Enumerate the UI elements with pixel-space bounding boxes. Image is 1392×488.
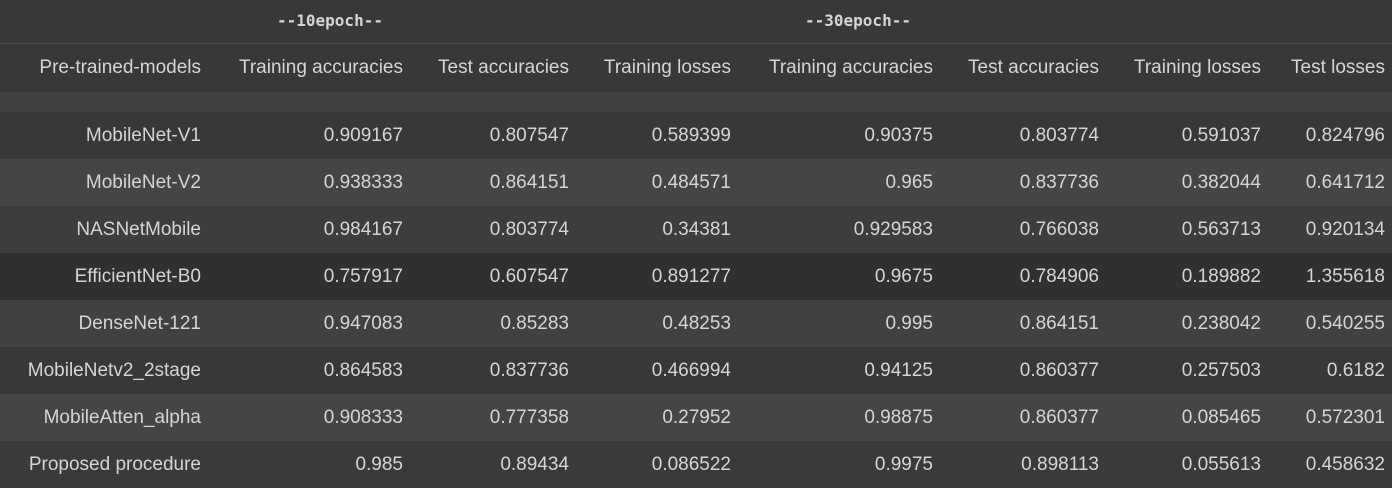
table-cell: 0.898113: [940, 441, 1106, 488]
table-cell: 0.9975: [738, 441, 940, 488]
model-name: MobileNet-V2: [0, 159, 208, 206]
table-cell: 0.85283: [410, 300, 576, 347]
table-cell: 0.938333: [208, 159, 410, 206]
results-table: Pre-trained-models Training accuracies T…: [0, 44, 1392, 488]
table-cell: 0.189882: [1106, 253, 1268, 300]
model-name: DenseNet-121: [0, 300, 208, 347]
epoch-30-label: --30epoch--: [805, 11, 911, 30]
table-row: DenseNet-121 0.947083 0.85283 0.48253 0.…: [0, 300, 1392, 347]
table-cell: 0.085465: [1106, 394, 1268, 441]
table-cell: 0.803774: [940, 112, 1106, 159]
table-row: MobileNet-V1 0.909167 0.807547 0.589399 …: [0, 112, 1392, 159]
table-cell: 0.891277: [576, 253, 738, 300]
table-cell: 0.382044: [1106, 159, 1268, 206]
table-cell: 0.965: [738, 159, 940, 206]
table-cell: 0.803774: [410, 206, 576, 253]
table-cell: 0.607547: [410, 253, 576, 300]
table-row: MobileNetv2_2stage 0.864583 0.837736 0.4…: [0, 347, 1392, 394]
table-cell: 0.34381: [576, 206, 738, 253]
table-cell: 0.055613: [1106, 441, 1268, 488]
table-cell: 0.89434: [410, 441, 576, 488]
column-header: Training accuracies: [238, 57, 403, 78]
table-cell: 0.985: [208, 441, 410, 488]
table-cell: 0.257503: [1106, 347, 1268, 394]
model-name: Proposed procedure: [0, 441, 208, 488]
table-cell: 0.641712: [1268, 159, 1392, 206]
table-cell: 0.766038: [940, 206, 1106, 253]
column-header: Test losses: [1291, 57, 1385, 78]
table-cell: 0.98875: [738, 394, 940, 441]
table-cell: 0.995: [738, 300, 940, 347]
table-cell: 0.784906: [940, 253, 1106, 300]
table-cell: 0.27952: [576, 394, 738, 441]
column-header: Test accuracies: [438, 57, 569, 78]
table-cell: 0.807547: [410, 112, 576, 159]
table-cell: 0.837736: [410, 347, 576, 394]
column-header: Training losses: [1133, 57, 1261, 78]
table-cell: 0.837736: [940, 159, 1106, 206]
table-cell: 0.466994: [576, 347, 738, 394]
table-cell: 0.909167: [208, 112, 410, 159]
epoch-10-label: --10epoch--: [277, 11, 383, 30]
model-name: EfficientNet-B0: [0, 253, 208, 300]
table-cell: 0.563713: [1106, 206, 1268, 253]
table-cell: 0.086522: [576, 441, 738, 488]
table-cell: 0.860377: [940, 394, 1106, 441]
column-header-row: Pre-trained-models Training accuracies T…: [0, 44, 1392, 92]
table-cell: 0.824796: [1268, 112, 1392, 159]
table-cell: 0.484571: [576, 159, 738, 206]
table-row: EfficientNet-B0 0.757917 0.607547 0.8912…: [0, 253, 1392, 300]
table-cell: 0.9675: [738, 253, 940, 300]
table-cell: 1.355618: [1268, 253, 1392, 300]
table-cell: 0.929583: [738, 206, 940, 253]
table-cell: 0.90375: [738, 112, 940, 159]
table-cell: 0.589399: [576, 112, 738, 159]
model-name: MobileNetv2_2stage: [0, 347, 208, 394]
table-cell: 0.458632: [1268, 441, 1392, 488]
table-cell: 0.48253: [576, 300, 738, 347]
epoch-header-row: --10epoch-- --30epoch--: [0, 0, 1392, 44]
table-cell: 0.908333: [208, 394, 410, 441]
table-cell: 0.864151: [410, 159, 576, 206]
column-header: Test accuracies: [968, 57, 1099, 78]
table-cell: 0.94125: [738, 347, 940, 394]
table-cell: 0.238042: [1106, 300, 1268, 347]
table-cell: 0.6182: [1268, 347, 1392, 394]
table-cell: 0.757917: [208, 253, 410, 300]
model-name: NASNetMobile: [0, 206, 208, 253]
table-row: NASNetMobile 0.984167 0.803774 0.34381 0…: [0, 206, 1392, 253]
table-cell: 0.540255: [1268, 300, 1392, 347]
column-header: Training accuracies: [768, 57, 933, 78]
table-cell: 0.920134: [1268, 206, 1392, 253]
column-header: Training losses: [603, 57, 731, 78]
table-row: Proposed procedure 0.985 0.89434 0.08652…: [0, 441, 1392, 488]
table-cell: 0.591037: [1106, 112, 1268, 159]
table-row: MobileNet-V2 0.938333 0.864151 0.484571 …: [0, 159, 1392, 206]
table-cell: 0.864583: [208, 347, 410, 394]
table-cell: 0.947083: [208, 300, 410, 347]
model-name: MobileNet-V1: [0, 112, 208, 159]
table-cell: 0.860377: [940, 347, 1106, 394]
table-cell: 0.572301: [1268, 394, 1392, 441]
table-cell: 0.777358: [410, 394, 576, 441]
column-header: Pre-trained-models: [39, 57, 201, 78]
spacer-row: [0, 92, 1392, 112]
table-cell: 0.864151: [940, 300, 1106, 347]
table-row: MobileAtten_alpha 0.908333 0.777358 0.27…: [0, 394, 1392, 441]
table-cell: 0.984167: [208, 206, 410, 253]
model-name: MobileAtten_alpha: [0, 394, 208, 441]
